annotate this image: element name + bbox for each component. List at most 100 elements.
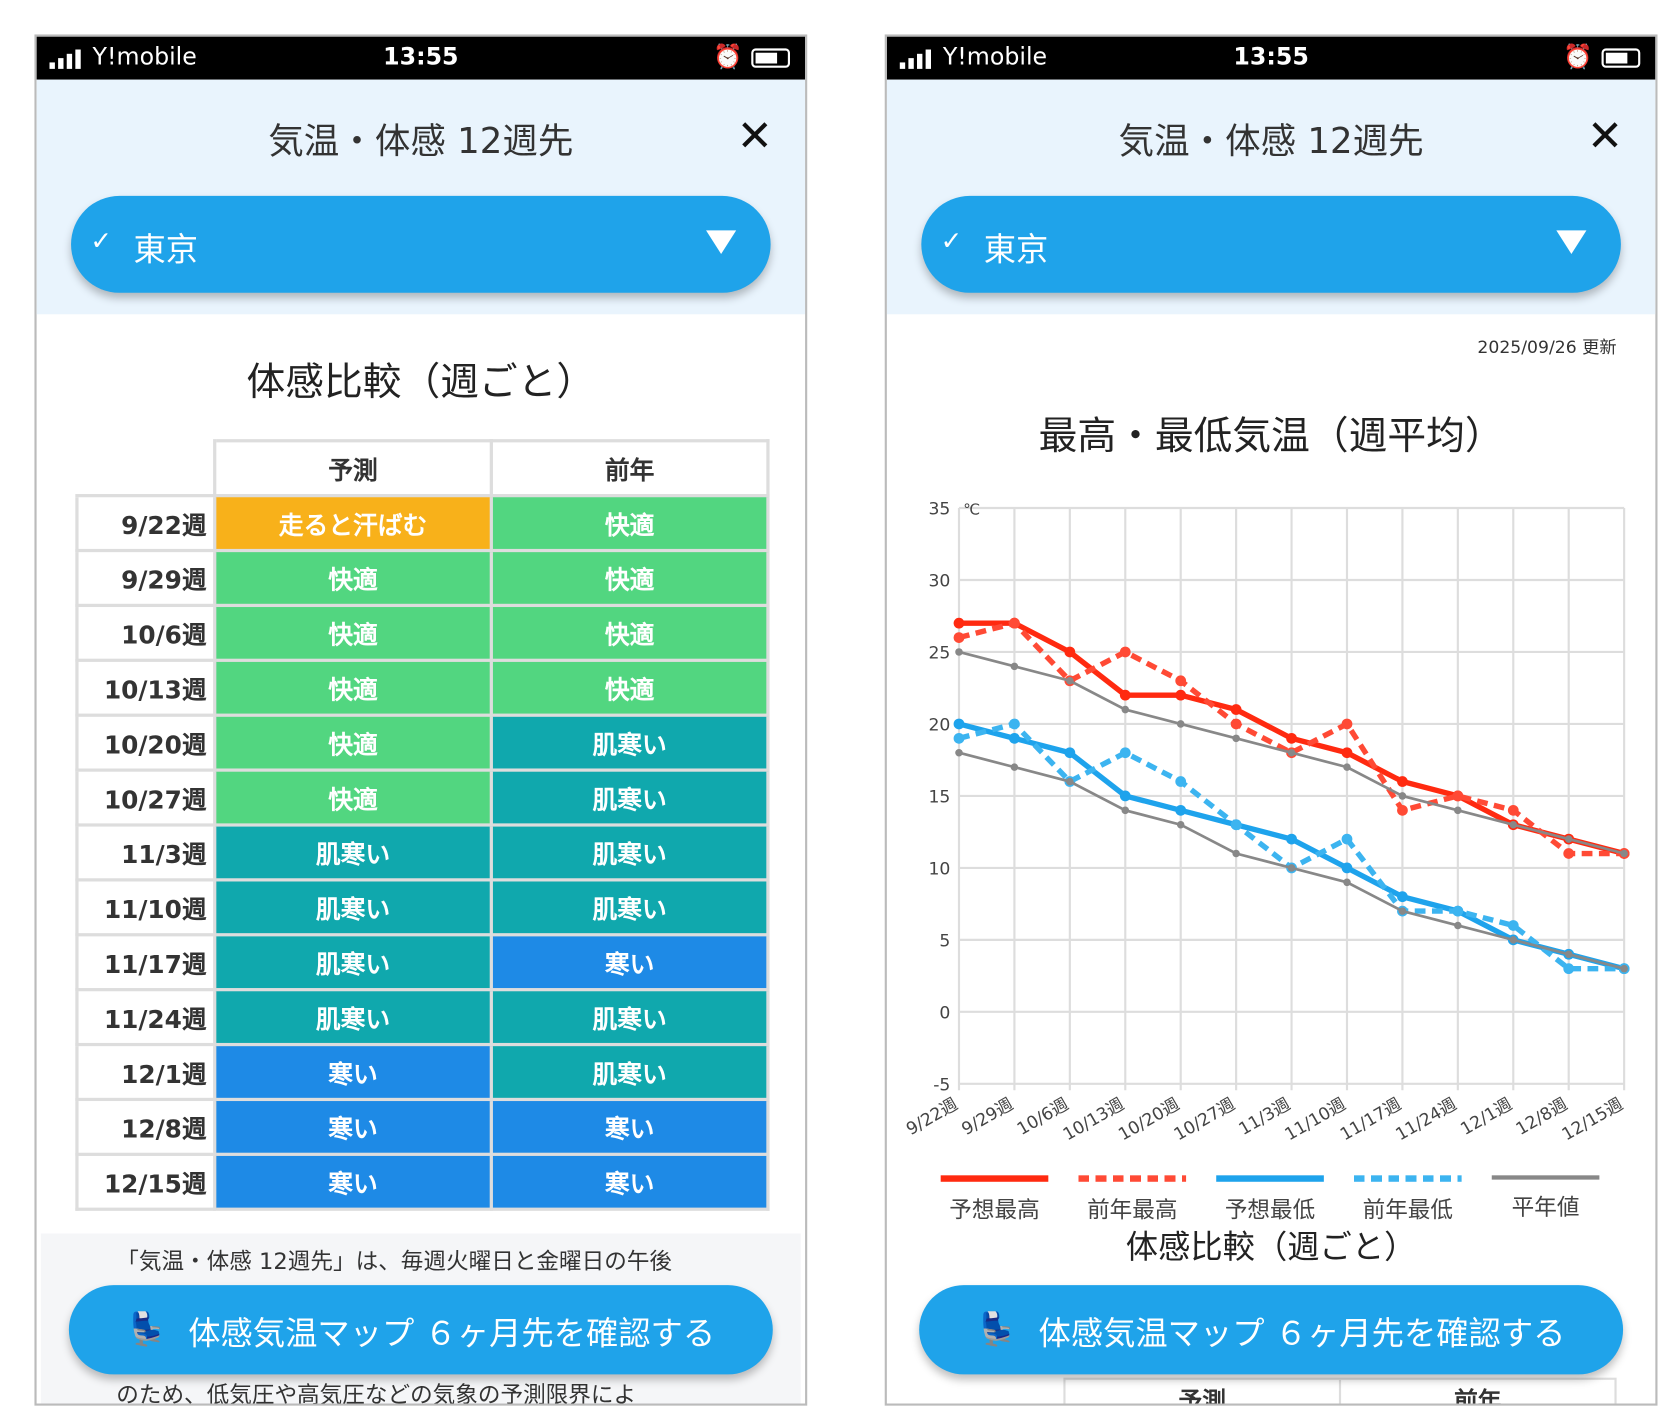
y-tick-label: -5 [933, 1075, 950, 1095]
table-row: 11/3週 肌寒い 肌寒い [75, 823, 770, 882]
updated-date: 2025/09/26 更新 [1477, 336, 1617, 358]
legend-swatch [1353, 1175, 1462, 1182]
data-point [1009, 718, 1020, 730]
prev-cell: 寒い [489, 1097, 770, 1156]
data-point [1287, 748, 1296, 757]
data-point [1175, 675, 1187, 687]
seat-icon: 💺 [976, 1310, 1018, 1349]
col-forecast: 予測 [213, 439, 493, 498]
forecast-cell: 寒い [213, 1042, 493, 1102]
data-point [1507, 804, 1519, 816]
data-point [1341, 718, 1353, 730]
alarm-icon: ⏰ [1563, 44, 1593, 72]
table-row: 11/17週 肌寒い 寒い [75, 933, 770, 992]
chart-legend: 予想最高 前年最高 予想最低 前年最低 平年値 [940, 1175, 1600, 1225]
data-point [1397, 776, 1408, 787]
data-point [1232, 734, 1240, 743]
clock: 13:55 [383, 44, 459, 72]
forecast-cell: 寒い [213, 1152, 493, 1211]
data-point [1397, 891, 1408, 903]
data-point [1230, 819, 1242, 831]
alarm-icon: ⏰ [713, 44, 743, 72]
x-tick-label: 11/17週 [1337, 1095, 1405, 1146]
week-label: 9/29週 [75, 548, 217, 608]
prev-cell: 寒い [489, 933, 770, 992]
forecast-cell: 快適 [213, 658, 493, 717]
header: 気温・体感 12週先 ✕ ✓ 東京 [36, 79, 806, 315]
table-row: 12/1週 寒い 肌寒い [75, 1042, 770, 1102]
y-tick-label: 25 [928, 643, 950, 663]
data-point [1452, 790, 1464, 802]
map-6month-button[interactable]: 💺 体感気温マップ ６ヶ月先を確認する [919, 1285, 1624, 1375]
data-point [955, 648, 963, 656]
week-label: 10/27週 [75, 768, 217, 827]
x-tick-label: 12/15週 [1559, 1095, 1627, 1146]
data-point [1286, 732, 1297, 744]
prev-cell: 快適 [489, 603, 770, 662]
x-tick-label: 10/20週 [1115, 1095, 1183, 1146]
table-row: 12/15週 寒い 寒い [75, 1152, 770, 1211]
forecast-cell: 肌寒い [213, 823, 493, 882]
y-tick-label: 35 [928, 499, 950, 519]
data-point [1009, 617, 1020, 629]
prev-cell: 肌寒い [489, 713, 770, 772]
page-title: 気温・体感 12週先 [1118, 119, 1424, 162]
data-point [1509, 936, 1518, 944]
triangle-down-icon [706, 230, 737, 255]
week-label: 11/3週 [75, 823, 217, 882]
y-unit: ℃ [963, 500, 980, 518]
legend-swatch [1216, 1175, 1324, 1182]
week-label: 10/13週 [75, 658, 217, 717]
table-row: 10/27週 快適 肌寒い [75, 768, 770, 827]
data-point [1620, 849, 1628, 858]
clock: 13:55 [1233, 44, 1309, 72]
x-tick-label: 9/22週 [903, 1095, 961, 1140]
data-point [1175, 776, 1187, 787]
table-row: 10/6週 快適 快適 [75, 603, 770, 662]
data-point [953, 632, 965, 643]
data-point [1230, 704, 1242, 715]
prev-cell: 肌寒い [489, 988, 770, 1047]
data-point [1064, 646, 1076, 658]
prev-cell: 快適 [489, 494, 770, 553]
cta-label: 体感気温マップ ６ヶ月先を確認する [188, 1314, 716, 1353]
data-point [1398, 792, 1407, 800]
data-point [1564, 950, 1573, 959]
map-6month-button[interactable]: 💺 体感気温マップ ６ヶ月先を確認する [68, 1285, 773, 1375]
x-tick-label: 11/24週 [1392, 1095, 1460, 1146]
table-row: 10/13週 快適 快適 [75, 658, 770, 717]
triangle-down-icon [1556, 230, 1587, 255]
location-value: 東京 [983, 231, 1049, 270]
data-point [1119, 790, 1131, 802]
forecast-cell: 快適 [213, 548, 493, 608]
signal-icon [899, 47, 931, 69]
data-point [1343, 878, 1351, 887]
legend-item[interactable]: 前年最低 [1353, 1175, 1462, 1225]
table-row: 9/29週 快適 快適 [75, 548, 770, 608]
week-label: 11/17週 [75, 933, 217, 992]
legend-item[interactable]: 前年最高 [1078, 1175, 1187, 1225]
location-dropdown[interactable]: ✓ 東京 [921, 195, 1621, 293]
legend-item[interactable]: 予想最高 [940, 1175, 1049, 1225]
prev-cell: 肌寒い [489, 1042, 770, 1102]
legend-item[interactable]: 平年値 [1491, 1175, 1600, 1225]
data-point [1010, 763, 1019, 771]
data-point [953, 617, 965, 629]
legend-item[interactable]: 予想最低 [1216, 1175, 1324, 1225]
carrier: Y!mobile [92, 44, 197, 72]
check-icon: ✓ [940, 226, 963, 257]
close-icon[interactable]: ✕ [736, 111, 773, 162]
forecast-cell: 肌寒い [213, 878, 493, 937]
notice-line: 「気温・体感 12週先」は、毎週火曜日と金曜日の午後 [116, 1248, 673, 1275]
col-forecast: 予測 [1066, 1379, 1342, 1404]
legend-swatch [1078, 1175, 1187, 1182]
data-point [1176, 720, 1185, 728]
data-point [1563, 963, 1575, 975]
location-dropdown[interactable]: ✓ 東京 [71, 195, 771, 293]
table-row: 11/24週 肌寒い 肌寒い [75, 988, 770, 1047]
data-point [955, 748, 963, 757]
forecast-cell: 快適 [213, 713, 493, 772]
x-tick-label: 11/10週 [1282, 1095, 1350, 1146]
close-icon[interactable]: ✕ [1586, 111, 1624, 162]
